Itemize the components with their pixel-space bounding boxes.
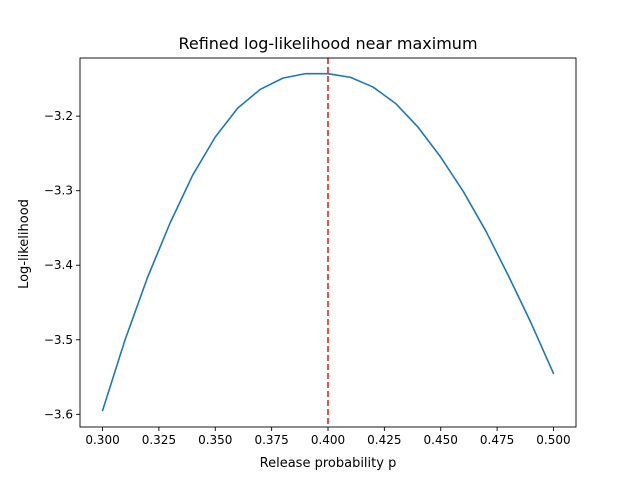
x-tick-label: 0.450 xyxy=(424,433,458,447)
x-axis-label: Release probability p xyxy=(260,456,397,471)
y-axis-label: Log-likelihood xyxy=(17,199,32,289)
y-tick-label: −3.5 xyxy=(44,333,73,347)
x-tick-label: 0.300 xyxy=(85,433,119,447)
y-tick-label: −3.4 xyxy=(44,258,73,272)
x-tick-label: 0.475 xyxy=(480,433,514,447)
y-tick-label: −3.2 xyxy=(44,109,73,123)
x-tick-label: 0.500 xyxy=(536,433,570,447)
x-tick-label: 0.375 xyxy=(254,433,288,447)
x-tick-label: 0.325 xyxy=(142,433,176,447)
y-tick-label: −3.3 xyxy=(44,184,73,198)
x-tick-label: 0.425 xyxy=(367,433,401,447)
y-tick-label: −3.6 xyxy=(44,407,73,421)
x-tick-label: 0.400 xyxy=(311,433,345,447)
chart-title: Refined log-likelihood near maximum xyxy=(178,34,477,53)
x-tick-label: 0.350 xyxy=(198,433,232,447)
plot-area: 0.300 0.325 0.350 0.375 0.400 0.425 0.450 0.475… xyxy=(44,57,577,447)
series-line-0 xyxy=(101,72,555,412)
